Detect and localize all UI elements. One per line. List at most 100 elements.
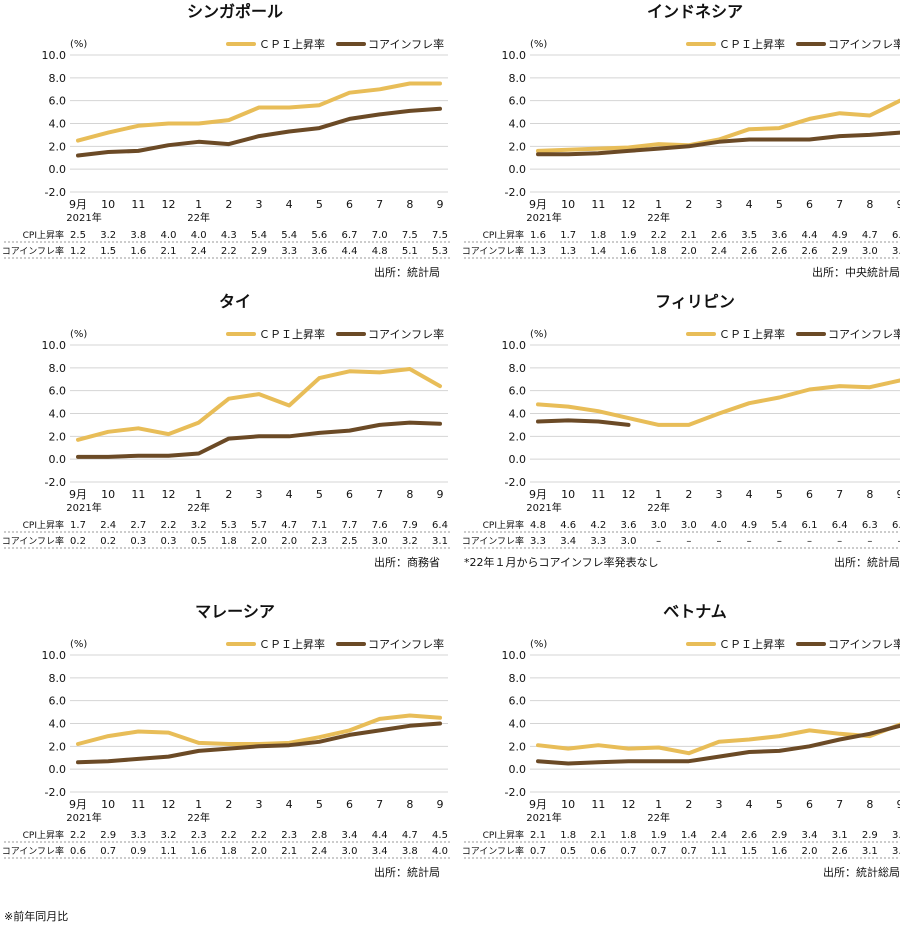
y-tick-label: 2.0 bbox=[509, 140, 527, 153]
table-value: 1.5 bbox=[100, 246, 116, 257]
y-tick-label: 6.0 bbox=[49, 95, 67, 108]
y-tick-label: 4.0 bbox=[49, 408, 67, 421]
table-value: 6.3 bbox=[862, 520, 878, 531]
table-value: 3.5 bbox=[741, 230, 757, 241]
series-line-cpi bbox=[536, 378, 900, 427]
table-value: 6.7 bbox=[342, 230, 358, 241]
table-value: 2.4 bbox=[191, 246, 207, 257]
x-year-label: 2021年 bbox=[526, 811, 561, 824]
table-value: 2.2 bbox=[221, 830, 237, 841]
y-tick-label: 8.0 bbox=[509, 672, 527, 685]
x-tick-label: 12 bbox=[162, 488, 176, 501]
table-value: 4.7 bbox=[862, 230, 878, 241]
series-line-cpi bbox=[536, 722, 900, 756]
y-unit-label: (%) bbox=[530, 39, 547, 50]
series-line-core bbox=[536, 418, 631, 427]
x-year-label: 22年 bbox=[647, 501, 670, 514]
x-tick-label: 12 bbox=[622, 798, 636, 811]
table-value: 4.8 bbox=[372, 246, 388, 257]
table-value: 3.3 bbox=[530, 536, 546, 547]
table-row-label: CPI上昇率 bbox=[23, 229, 64, 241]
x-year-label: 2021年 bbox=[66, 811, 101, 824]
series-line-core bbox=[536, 130, 900, 157]
table-row-label: コアインフレ率 bbox=[2, 245, 64, 257]
y-unit-label: (%) bbox=[530, 329, 547, 340]
x-tick-label: 2 bbox=[685, 488, 692, 501]
x-tick-label: 9 bbox=[897, 798, 900, 811]
x-tick-label: 5 bbox=[776, 798, 783, 811]
table-value: 3.1 bbox=[432, 536, 448, 547]
x-tick-label: 6 bbox=[346, 198, 353, 211]
table-value: 5.3 bbox=[221, 520, 237, 531]
legend-label-cpi: ＣＰＩ上昇率 bbox=[259, 327, 325, 341]
series-line-cpi bbox=[76, 81, 442, 143]
y-tick-label: 6.0 bbox=[49, 385, 67, 398]
x-tick-label: 6 bbox=[806, 798, 813, 811]
table-value: – bbox=[686, 536, 691, 547]
table-value: 4.5 bbox=[432, 830, 448, 841]
y-tick-label: 8.0 bbox=[49, 72, 67, 85]
x-tick-label: 11 bbox=[591, 798, 605, 811]
series-line-cpi bbox=[536, 98, 900, 153]
x-tick-label: 9月 bbox=[69, 488, 87, 501]
y-tick-label: -2.0 bbox=[505, 476, 526, 489]
table-value: 0.7 bbox=[100, 846, 116, 857]
series-line-cpi bbox=[76, 367, 442, 442]
table-value: 2.0 bbox=[802, 846, 818, 857]
x-tick-label: 1 bbox=[655, 198, 662, 211]
x-tick-label: 5 bbox=[776, 198, 783, 211]
x-tick-label: 4 bbox=[746, 798, 753, 811]
table-value: 2.0 bbox=[281, 536, 297, 547]
table-value: 3.4 bbox=[560, 536, 576, 547]
table-value: 3.2 bbox=[892, 246, 900, 257]
table-value: – bbox=[837, 536, 842, 547]
table-value: 3.3 bbox=[590, 536, 606, 547]
table-value: 0.2 bbox=[100, 536, 116, 547]
y-tick-label: 6.0 bbox=[509, 95, 527, 108]
y-tick-label: 0.0 bbox=[49, 763, 67, 776]
x-year-label: 2021年 bbox=[66, 501, 101, 514]
legend-label-core: コアインフレ率 bbox=[368, 637, 444, 651]
y-tick-label: 4.0 bbox=[509, 718, 527, 731]
x-year-label: 22年 bbox=[647, 811, 670, 824]
table-value: 2.2 bbox=[70, 830, 86, 841]
table-value: 1.7 bbox=[70, 520, 86, 531]
table-value: 3.2 bbox=[161, 830, 177, 841]
table-value: 2.2 bbox=[251, 830, 267, 841]
table-value: 7.1 bbox=[311, 520, 327, 531]
legend-label-cpi: ＣＰＩ上昇率 bbox=[259, 37, 325, 51]
table-value: 2.9 bbox=[100, 830, 116, 841]
table-value: 2.2 bbox=[221, 246, 237, 257]
table-value: 1.8 bbox=[221, 536, 237, 547]
y-unit-label: (%) bbox=[70, 39, 87, 50]
legend-label-cpi: ＣＰＩ上昇率 bbox=[719, 37, 785, 51]
table-value: 2.9 bbox=[832, 246, 848, 257]
table-value: 1.6 bbox=[530, 230, 546, 241]
table-value: 1.6 bbox=[130, 246, 146, 257]
table-value: 3.8 bbox=[402, 846, 418, 857]
table-value: 0.7 bbox=[681, 846, 697, 857]
table-value: 2.9 bbox=[862, 830, 878, 841]
legend-label-core: コアインフレ率 bbox=[368, 37, 444, 51]
y-tick-label: -2.0 bbox=[45, 786, 66, 799]
chart-title: フィリピン bbox=[655, 292, 735, 311]
table-value: 2.1 bbox=[281, 846, 297, 857]
x-tick-label: 11 bbox=[131, 198, 145, 211]
table-row-label: コアインフレ率 bbox=[462, 245, 524, 257]
table-value: 3.1 bbox=[862, 846, 878, 857]
table-row-label: コアインフレ率 bbox=[2, 535, 64, 547]
table-value: 2.8 bbox=[311, 830, 327, 841]
x-tick-label: 4 bbox=[746, 198, 753, 211]
table-value: 3.0 bbox=[372, 536, 388, 547]
table-value: 1.6 bbox=[771, 846, 787, 857]
table-value: 1.1 bbox=[161, 846, 177, 857]
table-value: 6.1 bbox=[802, 520, 818, 531]
table-value: 3.0 bbox=[681, 520, 697, 531]
source-label: 出所：統計総局 bbox=[823, 865, 900, 879]
legend-label-core: コアインフレ率 bbox=[828, 327, 900, 341]
table-value: 0.3 bbox=[161, 536, 177, 547]
x-tick-label: 7 bbox=[376, 798, 383, 811]
table-value: 3.2 bbox=[402, 536, 418, 547]
x-tick-label: 9 bbox=[437, 198, 444, 211]
